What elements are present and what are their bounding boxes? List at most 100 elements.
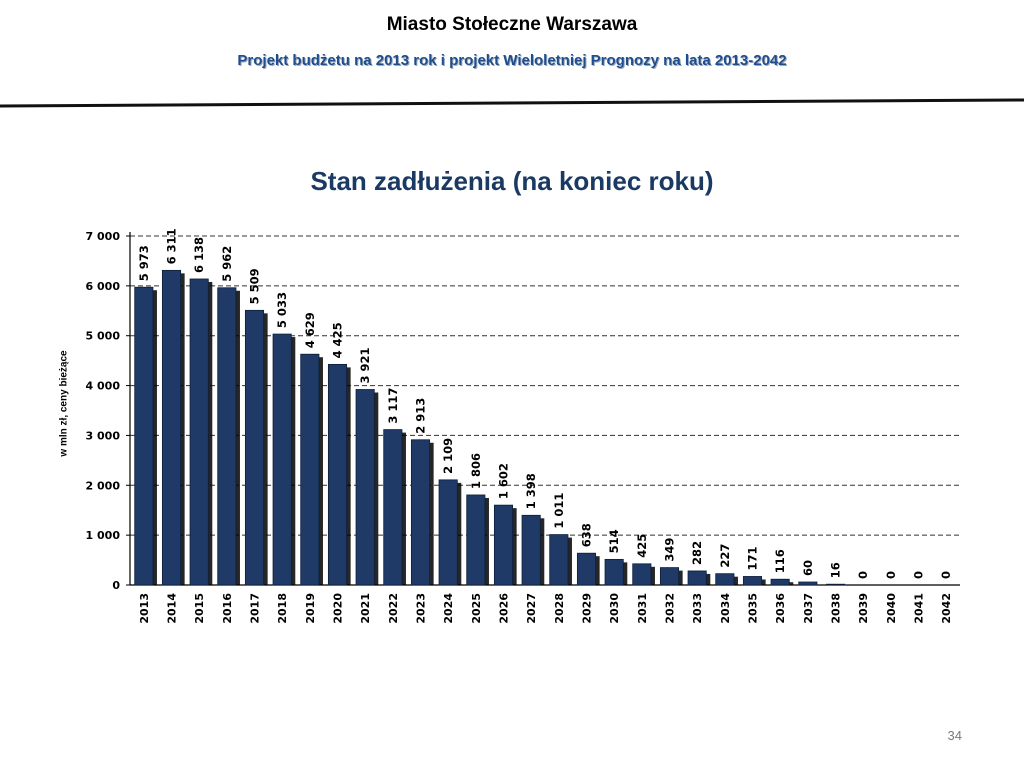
bar-value-label: 5 509 [248, 268, 262, 304]
chart-title: Stan zadłużenia (na koniec roku) [310, 166, 714, 196]
bar-value-label: 2 913 [414, 398, 428, 434]
x-tick-label: 2015 [193, 593, 206, 624]
bar-value-label: 116 [773, 549, 787, 573]
bar [687, 570, 707, 586]
bar-value-label: 1 806 [469, 453, 483, 489]
bar [521, 514, 541, 586]
bar [355, 389, 375, 586]
x-tick-label: 2042 [940, 593, 953, 624]
bar-value-label: 0 [884, 571, 898, 579]
y-tick-label: 6 000 [86, 280, 121, 293]
bar-value-label: 349 [663, 538, 677, 562]
bar-value-label: 1 602 [497, 463, 511, 499]
bar-value-label: 1 398 [524, 473, 538, 509]
x-tick-label: 2024 [442, 593, 455, 624]
bar [244, 309, 265, 586]
bar-value-label: 60 [801, 560, 815, 576]
bar-value-label: 5 962 [220, 246, 234, 282]
bar [438, 479, 458, 586]
x-tick-label: 2026 [498, 593, 511, 624]
bar [327, 363, 348, 586]
x-tick-label: 2022 [387, 593, 400, 624]
x-tick-label: 2038 [830, 593, 843, 624]
x-tick-label: 2036 [774, 593, 787, 624]
x-tick-label: 2037 [802, 593, 815, 624]
y-tick-label: 2 000 [86, 479, 121, 492]
x-tick-label: 2020 [332, 593, 345, 624]
bar-value-label: 5 033 [275, 292, 289, 328]
bar-value-label: 16 [829, 562, 843, 578]
bar-value-label: 171 [746, 546, 760, 570]
x-tick-label: 2033 [691, 593, 704, 624]
bar [466, 494, 486, 586]
x-tick-label: 2023 [415, 593, 428, 624]
bar-value-label: 3 117 [386, 388, 400, 424]
bar [549, 534, 569, 586]
bar [770, 578, 790, 586]
y-tick-label: 7 000 [86, 230, 121, 243]
x-tick-label: 2035 [747, 593, 760, 624]
bar-value-label: 6 311 [165, 228, 179, 264]
bar-value-label: 4 425 [331, 322, 345, 358]
bar [659, 567, 680, 586]
y-tick-label: 4 000 [86, 380, 121, 393]
bar-value-label: 4 629 [303, 312, 317, 348]
bar-value-label: 1 011 [552, 493, 566, 529]
x-tick-label: 2030 [608, 593, 621, 624]
x-tick-label: 2032 [664, 593, 677, 624]
x-tick-label: 2034 [719, 593, 732, 624]
bar [383, 429, 403, 586]
bar [493, 504, 514, 586]
bar-value-label: 0 [939, 571, 953, 579]
bar [715, 573, 735, 586]
x-tick-label: 2031 [636, 593, 649, 624]
document-title: Miasto Stołeczne Warszawa [386, 14, 638, 35]
bar [217, 287, 237, 586]
x-tick-label: 2027 [525, 593, 538, 624]
bar-value-label: 282 [690, 541, 704, 565]
bar [134, 286, 154, 586]
x-tick-label: 2013 [138, 593, 151, 624]
x-tick-label: 2014 [166, 593, 179, 624]
document-subtitle: Projekt budżetu na 2013 rok i projekt Wi… [237, 52, 787, 69]
y-tick-label: 5 000 [86, 330, 121, 343]
x-tick-label: 2041 [913, 593, 926, 624]
y-tick-label: 0 [112, 579, 120, 592]
bar [825, 583, 846, 586]
x-tick-label: 2016 [221, 593, 234, 624]
bar-value-label: 227 [718, 544, 732, 568]
bar [300, 353, 320, 586]
bar [272, 333, 292, 586]
bar [604, 558, 624, 586]
bar-value-label: 514 [607, 529, 621, 553]
bar [576, 552, 597, 586]
x-tick-label: 2019 [304, 593, 317, 624]
header-divider [0, 98, 1024, 108]
bar-value-label: 3 921 [358, 347, 372, 383]
bar [410, 439, 431, 586]
bar [161, 269, 182, 586]
bar-value-label: 638 [580, 523, 594, 547]
x-tick-label: 2025 [470, 593, 483, 624]
bar-value-label: 6 138 [192, 237, 206, 273]
bar-value-label: 0 [856, 571, 870, 579]
bar [798, 581, 818, 586]
bar [632, 563, 652, 586]
x-tick-label: 2017 [249, 593, 262, 624]
y-tick-label: 3 000 [86, 429, 121, 442]
bar [742, 576, 763, 586]
y-tick-label: 1 000 [86, 529, 121, 542]
x-tick-label: 2028 [553, 593, 566, 624]
x-tick-label: 2029 [581, 593, 594, 624]
bar-value-label: 5 973 [137, 245, 151, 281]
x-tick-label: 2040 [885, 593, 898, 624]
bar-value-label: 425 [635, 534, 649, 558]
bar-value-label: 2 109 [441, 438, 455, 474]
bar-value-label: 0 [912, 571, 926, 579]
bar [189, 278, 209, 586]
x-tick-label: 2039 [857, 593, 870, 624]
x-tick-label: 2021 [359, 593, 372, 624]
x-tick-label: 2018 [276, 593, 289, 624]
page-number: 34 [947, 728, 962, 743]
